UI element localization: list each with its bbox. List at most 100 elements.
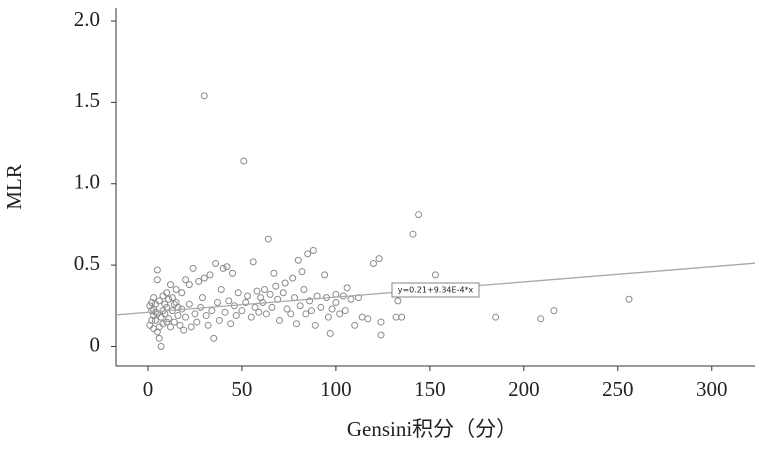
point <box>311 321 319 329</box>
point <box>153 276 161 284</box>
point <box>343 284 351 292</box>
x-axis-label: Gensini积分（分） <box>347 417 517 441</box>
point <box>364 315 372 323</box>
point <box>251 303 259 311</box>
y-tick-label: 2.0 <box>74 7 100 31</box>
y-axis-label: MLR <box>2 164 26 210</box>
point <box>281 279 289 287</box>
point <box>262 310 270 318</box>
point <box>328 305 336 313</box>
point <box>306 297 314 305</box>
point <box>242 299 250 307</box>
point <box>151 300 159 308</box>
point <box>229 269 237 277</box>
point <box>195 277 203 285</box>
point <box>253 287 261 295</box>
point <box>302 310 310 318</box>
point <box>307 307 315 315</box>
point <box>272 282 280 290</box>
x-tick-label: 300 <box>696 377 728 401</box>
point <box>208 307 216 315</box>
point <box>432 271 439 279</box>
point <box>206 271 214 279</box>
point <box>155 334 163 342</box>
point <box>159 292 167 300</box>
point <box>377 331 385 339</box>
point <box>394 297 402 305</box>
point <box>212 259 220 267</box>
point <box>150 325 158 333</box>
point <box>347 295 355 303</box>
point <box>234 289 242 297</box>
point <box>168 294 176 302</box>
point <box>217 286 225 294</box>
point <box>240 157 248 165</box>
point <box>279 289 287 297</box>
x-tick-label: 150 <box>414 377 446 401</box>
point <box>193 318 201 326</box>
point <box>289 274 297 282</box>
point <box>332 299 340 307</box>
point <box>170 300 178 308</box>
point <box>225 297 233 305</box>
point <box>174 312 182 320</box>
point <box>157 313 165 321</box>
point <box>292 320 300 328</box>
point <box>341 307 349 315</box>
point <box>155 297 163 305</box>
annotation-box <box>391 282 480 298</box>
point <box>358 313 366 321</box>
point <box>159 320 167 328</box>
x-tick-label: 200 <box>508 377 540 401</box>
point <box>377 318 385 326</box>
point <box>415 211 423 219</box>
x-tick-label: 50 <box>231 377 252 401</box>
point <box>300 286 308 294</box>
point <box>294 256 302 264</box>
point <box>170 318 178 326</box>
point <box>155 323 163 331</box>
point <box>296 302 304 310</box>
point <box>321 271 329 279</box>
point <box>182 313 190 321</box>
point <box>178 289 186 297</box>
point <box>625 295 633 303</box>
y-tick-label: 0.5 <box>74 251 100 275</box>
point <box>238 307 246 315</box>
point <box>232 312 240 320</box>
point <box>550 307 558 315</box>
point <box>287 310 295 318</box>
point <box>153 266 161 274</box>
point <box>283 305 291 313</box>
point <box>191 310 199 318</box>
point <box>165 295 173 303</box>
point <box>185 300 193 308</box>
point <box>398 313 406 321</box>
x-tick-label: 250 <box>602 377 634 401</box>
point <box>227 320 235 328</box>
point <box>189 264 197 272</box>
point <box>182 276 190 284</box>
point <box>244 292 252 300</box>
point <box>198 294 206 302</box>
point <box>276 316 284 324</box>
point <box>351 321 359 329</box>
point <box>210 334 218 342</box>
y-tick-label: 1.5 <box>74 88 100 112</box>
point <box>223 263 231 271</box>
point <box>163 289 171 297</box>
y-tick-label: 0 <box>90 332 101 356</box>
point <box>247 313 255 321</box>
point <box>255 308 263 316</box>
point <box>249 258 257 266</box>
point <box>180 326 188 334</box>
point <box>324 313 332 321</box>
point <box>161 300 169 308</box>
point <box>304 250 312 258</box>
point <box>336 310 344 318</box>
point <box>260 286 268 294</box>
point <box>157 342 165 350</box>
point <box>167 323 175 331</box>
point <box>264 235 272 243</box>
